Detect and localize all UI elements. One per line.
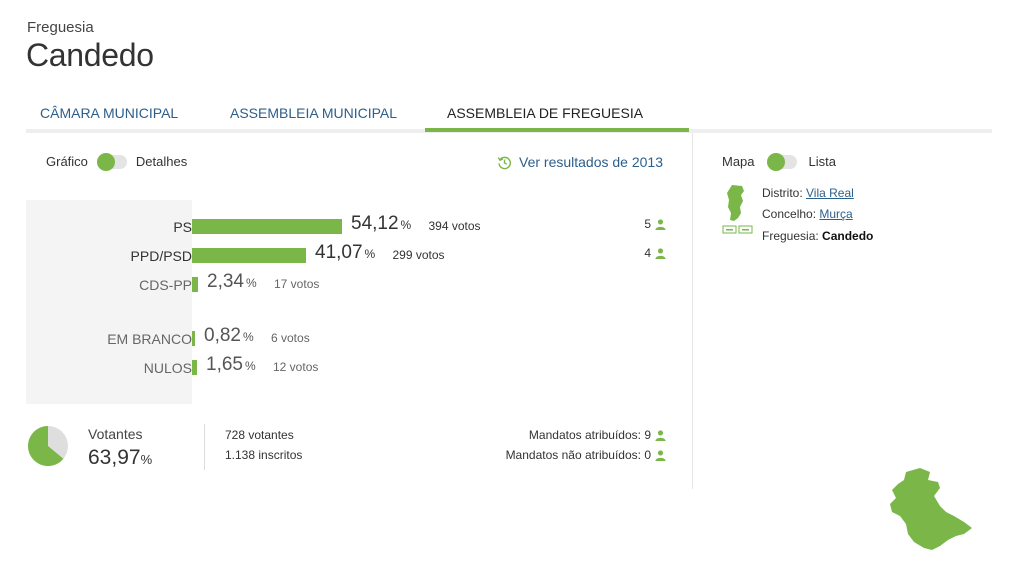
council-link[interactable]: Murça <box>819 207 853 221</box>
result-label: PS <box>173 219 192 235</box>
result-votes: 394 votos <box>428 219 481 233</box>
result-row: PPD/PSD 41,07% 299 votos 4 <box>26 242 666 266</box>
parish-info: Freguesia: Candedo <box>762 229 874 243</box>
history-link-label: Ver resultados de 2013 <box>519 154 663 170</box>
tab-camara-municipal[interactable]: CÂMARA MUNICIPAL <box>40 105 179 121</box>
council-info: Concelho: Murça <box>762 207 853 221</box>
turnout-pie-slice <box>28 426 64 466</box>
page-title: Candedo <box>26 37 154 73</box>
column-divider <box>692 133 693 489</box>
map-toggle: Mapa Lista <box>722 152 836 171</box>
result-label: CDS-PP <box>139 277 192 293</box>
mandates-assigned: Mandatos atribuídos: 9 <box>529 428 666 442</box>
result-votes: 299 votos <box>392 248 445 262</box>
result-votes: 17 votos <box>274 277 320 291</box>
parish-type-label: Freguesia <box>27 19 94 36</box>
result-row: CDS-PP 2,34% 17 votos <box>26 271 666 295</box>
results-label-panel <box>26 200 192 404</box>
person-icon <box>655 247 666 259</box>
election-tabs: CÂMARA MUNICIPAL ASSEMBLEIA MUNICIPAL AS… <box>26 97 992 133</box>
tab-assembleia-freguesia[interactable]: ASSEMBLEIA DE FREGUESIA <box>447 105 644 121</box>
person-icon <box>655 449 666 461</box>
result-seats: 5 <box>644 217 666 231</box>
result-percent: 0,82% <box>204 325 254 346</box>
parish-name: Candedo <box>822 229 874 243</box>
result-percent: 2,34% <box>207 271 257 292</box>
result-label: EM BRANCO <box>107 331 192 347</box>
person-icon <box>655 429 666 441</box>
view-toggle-left-label[interactable]: Gráfico <box>46 154 88 169</box>
map-toggle-left-label[interactable]: Mapa <box>722 154 755 169</box>
result-votes: 12 votos <box>273 360 319 374</box>
map-toggle-right-label[interactable]: Lista <box>808 154 836 169</box>
result-bar <box>192 360 197 375</box>
person-icon <box>655 218 666 230</box>
result-bar <box>192 277 198 292</box>
result-percent: 54,12% <box>351 213 412 234</box>
result-label: PPD/PSD <box>130 248 192 264</box>
turnout-value: 63,97% <box>88 446 153 469</box>
tab-assembleia-municipal[interactable]: ASSEMBLEIA MUNICIPAL <box>230 105 398 121</box>
result-percent: 1,65% <box>206 354 256 375</box>
view-toggle-right-label[interactable]: Detalhes <box>135 154 188 169</box>
map-toggle-switch[interactable] <box>766 152 797 171</box>
result-row: EM BRANCO 0,82% 6 votos <box>26 325 666 349</box>
registered-count: 1.138 inscritos <box>225 448 303 462</box>
view-toggle: Gráfico Detalhes <box>46 152 188 171</box>
mandates-unassigned: Mandatos não atribuídos: 0 <box>506 448 666 462</box>
parish-map[interactable] <box>884 466 976 552</box>
portugal-map-icon[interactable] <box>722 185 754 235</box>
result-percent: 41,07% <box>315 242 376 263</box>
result-bar <box>192 248 306 263</box>
result-bar <box>192 219 342 234</box>
turnout-divider <box>204 424 205 470</box>
district-info: Distrito: Vila Real <box>762 186 854 200</box>
turnout-label: Votantes <box>88 426 143 442</box>
view-toggle-switch[interactable] <box>96 152 127 171</box>
result-label: NULOS <box>143 360 192 376</box>
result-row: NULOS 1,65% 12 votos <box>26 354 666 378</box>
active-tab-indicator <box>425 128 689 132</box>
turnout-pie-chart <box>28 426 68 466</box>
history-icon <box>497 156 511 169</box>
result-seats: 4 <box>644 246 666 260</box>
result-bar <box>192 331 195 346</box>
district-link[interactable]: Vila Real <box>806 186 854 200</box>
result-row: PS 54,12% 394 votos 5 <box>26 213 666 237</box>
voters-count: 728 votantes <box>225 428 294 442</box>
history-link[interactable]: Ver resultados de 2013 <box>497 154 663 170</box>
result-votes: 6 votos <box>271 331 310 345</box>
